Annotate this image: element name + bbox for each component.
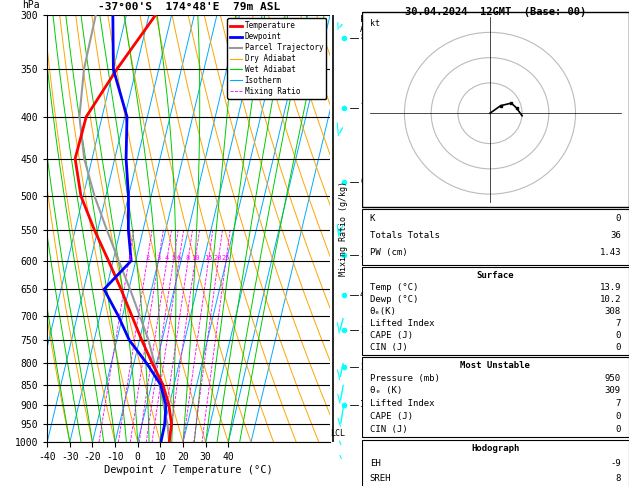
Legend: Temperature, Dewpoint, Parcel Trajectory, Dry Adiabat, Wet Adiabat, Isotherm, Mi: Temperature, Dewpoint, Parcel Trajectory…: [227, 18, 326, 99]
Text: 25: 25: [222, 255, 230, 261]
Bar: [362, 357, 629, 437]
Text: EH: EH: [370, 459, 381, 468]
Text: CAPE (J): CAPE (J): [370, 412, 413, 421]
X-axis label: Dewpoint / Temperature (°C): Dewpoint / Temperature (°C): [104, 465, 273, 475]
Text: θₑ (K): θₑ (K): [370, 386, 402, 396]
Text: 5: 5: [171, 255, 175, 261]
Text: 309: 309: [605, 386, 621, 396]
Text: LCL: LCL: [330, 429, 345, 438]
Text: Surface: Surface: [477, 271, 514, 280]
Text: Dewp (°C): Dewp (°C): [370, 295, 418, 304]
Text: 1: 1: [360, 400, 365, 409]
Text: Lifted Index: Lifted Index: [370, 399, 434, 408]
Text: 8: 8: [360, 33, 365, 42]
Text: 0: 0: [616, 214, 621, 223]
Text: 0: 0: [616, 343, 621, 352]
Text: 30.04.2024  12GMT  (Base: 00): 30.04.2024 12GMT (Base: 00): [404, 7, 586, 17]
Text: hPa: hPa: [21, 0, 40, 10]
Text: CIN (J): CIN (J): [370, 425, 408, 434]
Text: 1.43: 1.43: [599, 248, 621, 257]
Text: 0: 0: [616, 331, 621, 340]
Text: Pressure (mb): Pressure (mb): [370, 374, 440, 383]
Text: Mixing Ratio (g/kg): Mixing Ratio (g/kg): [339, 181, 348, 276]
Text: 308: 308: [605, 307, 621, 316]
Text: 3: 3: [360, 326, 365, 335]
Text: -9: -9: [610, 459, 621, 468]
Text: km
ASL: km ASL: [360, 15, 375, 34]
Text: Temp (°C): Temp (°C): [370, 283, 418, 292]
Text: 4: 4: [360, 290, 365, 299]
Text: 0: 0: [616, 425, 621, 434]
Text: CAPE (J): CAPE (J): [370, 331, 413, 340]
Text: 2: 2: [360, 363, 365, 372]
Text: 6: 6: [177, 255, 181, 261]
Text: 15: 15: [204, 255, 213, 261]
Text: 20: 20: [214, 255, 223, 261]
Text: 10.2: 10.2: [599, 295, 621, 304]
Text: 5: 5: [360, 250, 365, 260]
Text: 7: 7: [616, 319, 621, 328]
Text: 0: 0: [616, 412, 621, 421]
Text: 2: 2: [145, 255, 149, 261]
Text: 7: 7: [360, 104, 365, 112]
Title: -37°00'S  174°48'E  79m ASL: -37°00'S 174°48'E 79m ASL: [97, 2, 280, 13]
Text: 36: 36: [610, 231, 621, 240]
Text: SREH: SREH: [370, 473, 391, 483]
Text: PW (cm): PW (cm): [370, 248, 408, 257]
Text: 10: 10: [191, 255, 199, 261]
Text: 8: 8: [186, 255, 190, 261]
Text: Totals Totals: Totals Totals: [370, 231, 440, 240]
Text: 4: 4: [165, 255, 169, 261]
Text: 6: 6: [360, 177, 365, 186]
Text: 3: 3: [157, 255, 160, 261]
Bar: [362, 209, 629, 265]
Text: Most Unstable: Most Unstable: [460, 361, 530, 370]
Text: 8: 8: [616, 473, 621, 483]
Text: CIN (J): CIN (J): [370, 343, 408, 352]
Text: θₑ(K): θₑ(K): [370, 307, 396, 316]
Text: 1: 1: [126, 255, 131, 261]
Bar: [362, 12, 629, 207]
Text: K: K: [370, 214, 375, 223]
Text: Hodograph: Hodograph: [471, 444, 520, 453]
Bar: [362, 440, 629, 486]
Text: 7: 7: [616, 399, 621, 408]
Text: Lifted Index: Lifted Index: [370, 319, 434, 328]
Text: kt: kt: [370, 19, 380, 29]
Text: 13.9: 13.9: [599, 283, 621, 292]
Bar: [362, 267, 629, 355]
Text: 950: 950: [605, 374, 621, 383]
